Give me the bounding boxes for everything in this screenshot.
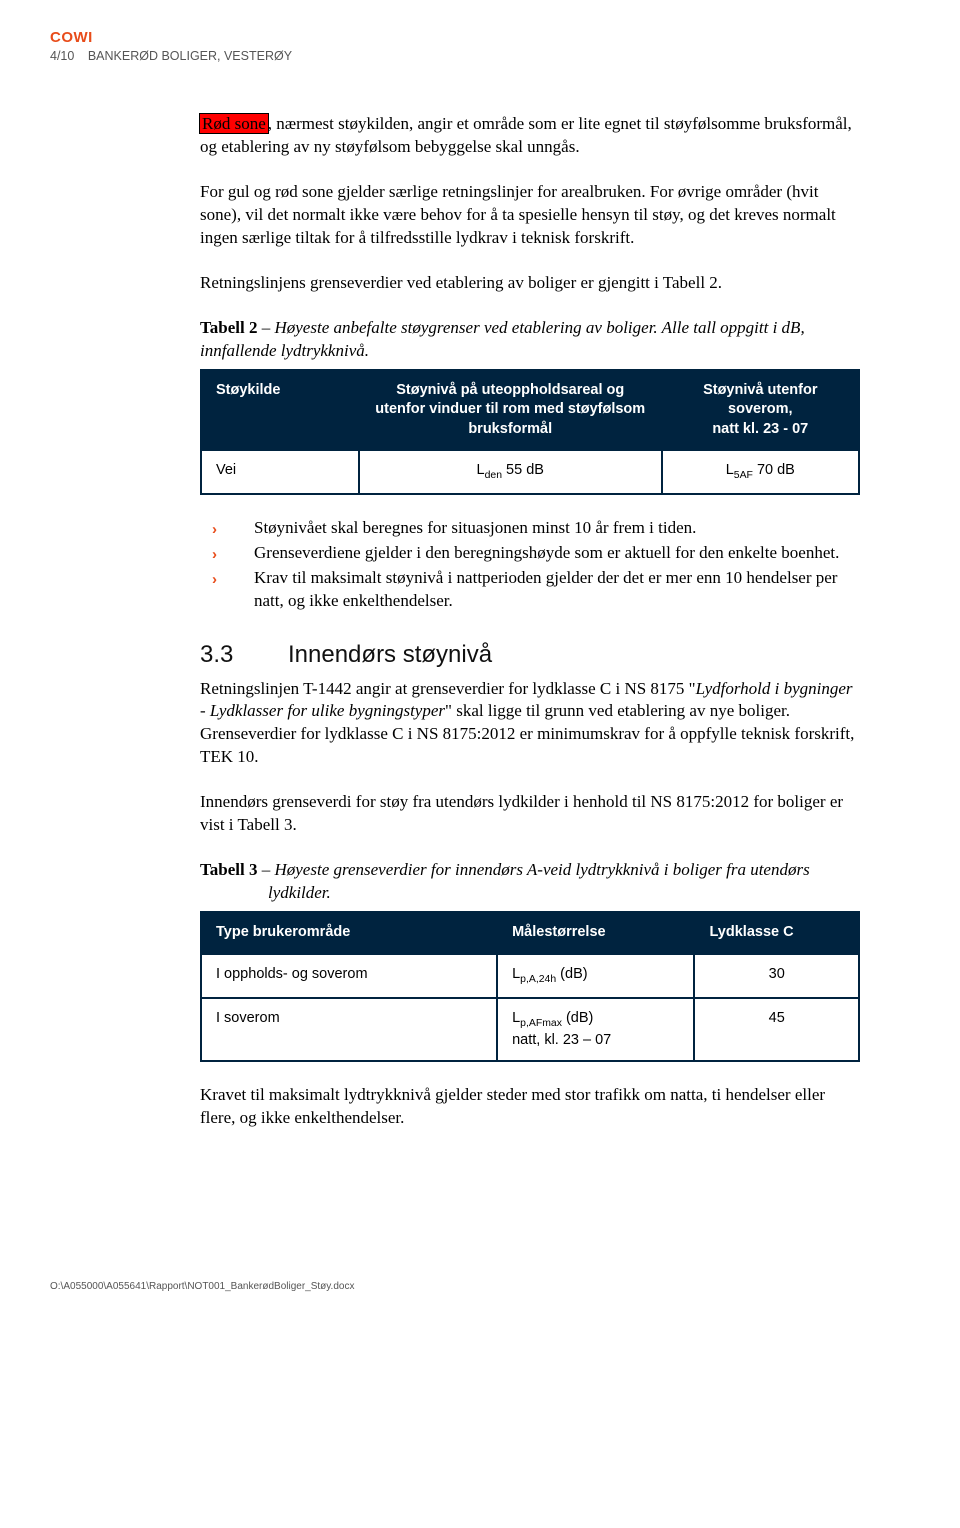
table2-caption: Tabell 2 – Høyeste anbefalte støygrenser… [200, 317, 860, 363]
t3-r1-area: I oppholds- og soverom [201, 954, 497, 998]
section-number: 3.3 [200, 639, 288, 671]
val-sub: 5AF [734, 470, 753, 481]
table-row: I oppholds- og soverom Lp,A,24h (dB) 30 [201, 954, 859, 998]
t2-head-outdoor: Støynivå på uteoppholdsareal og utenfor … [359, 370, 662, 451]
caption-text: – Høyeste anbefalte støygrenser ved etab… [200, 318, 805, 360]
val-suffix: 55 dB [502, 462, 544, 478]
val-suffix: (dB) [556, 966, 587, 982]
t3-head-class: Lydklasse C [694, 912, 859, 954]
t3-r2-class: 45 [694, 998, 859, 1062]
paragraph-red-zone: Rød sone, nærmest støykilden, angir et o… [200, 113, 860, 159]
section-heading-3-3: 3.3Innendørs støynivå [200, 639, 860, 671]
val-suffix: (dB) [562, 1010, 593, 1026]
t3-r2-area: I soverom [201, 998, 497, 1062]
caption-label: Tabell 2 [200, 318, 257, 337]
bullet-text: Støynivået skal beregnes for situasjonen… [254, 517, 860, 540]
bullet-marker-icon: › [212, 567, 254, 613]
bullet-marker-icon: › [212, 542, 254, 565]
val-sub: p,AFmax [520, 1017, 562, 1028]
highlighted-term: Rød sone [200, 114, 268, 133]
t2-head-bedroom: Støynivå utenfor soverom, natt kl. 23 - … [662, 370, 859, 451]
t2-r1-source: Vei [201, 450, 359, 494]
page-header: COWI 4/10 BANKERØD BOLIGER, VESTERØY [50, 28, 910, 65]
bullet-text: Grenseverdiene gjelder i den beregningsh… [254, 542, 860, 565]
bullet-marker-icon: › [212, 517, 254, 540]
doc-title: BANKERØD BOLIGER, VESTERØY [88, 49, 292, 63]
val-prefix: L [512, 966, 520, 982]
paragraph-text: , nærmest støykilden, angir et område so… [200, 114, 852, 156]
bullet-text: Krav til maksimalt støynivå i nattperiod… [254, 567, 860, 613]
header-meta: 4/10 BANKERØD BOLIGER, VESTERØY [50, 48, 910, 65]
paragraph-zones: For gul og rød sone gjelder særlige retn… [200, 181, 860, 250]
table3-caption: Tabell 3 – Høyeste grenseverdier for inn… [200, 859, 860, 905]
page-number: 4/10 [50, 48, 74, 65]
val-line2: natt, kl. 23 – 07 [512, 1032, 611, 1048]
list-item: › Krav til maksimalt støynivå i nattperi… [212, 567, 860, 613]
val-prefix: L [512, 1010, 520, 1026]
para-text: Retningslinjen T-1442 angir at grensever… [200, 679, 696, 698]
val-prefix: L [726, 462, 734, 478]
paragraph-t1442: Retningslinjen T-1442 angir at grensever… [200, 678, 860, 770]
caption-text: – Høyeste grenseverdier for innendørs A-… [257, 860, 809, 902]
paragraph-requirement: Kravet til maksimalt lydtrykknivå gjelde… [200, 1084, 860, 1130]
footer-path: O:\A055000\A055641\Rapport\NOT001_Banker… [50, 1280, 910, 1294]
t3-r1-measure: Lp,A,24h (dB) [497, 954, 694, 998]
val-sub: den [485, 470, 502, 481]
t3-head-area: Type brukerområde [201, 912, 497, 954]
list-item: › Grenseverdiene gjelder i den beregning… [212, 542, 860, 565]
val-sub: p,A,24h [520, 974, 556, 985]
paragraph-ref-table2: Retningslinjens grenseverdier ved etable… [200, 272, 860, 295]
table-2: Støykilde Støynivå på uteoppholdsareal o… [200, 369, 860, 496]
caption-label: Tabell 3 [200, 860, 257, 879]
t2-head-source: Støykilde [201, 370, 359, 451]
table-row: Vei Lden 55 dB L5AF 70 dB [201, 450, 859, 494]
section-title: Innendørs støynivå [288, 641, 492, 668]
t3-r2-measure: Lp,AFmax (dB) natt, kl. 23 – 07 [497, 998, 694, 1062]
t2-r1-outdoor: Lden 55 dB [359, 450, 662, 494]
val-suffix: 70 dB [753, 462, 795, 478]
t2-r1-bedroom: L5AF 70 dB [662, 450, 859, 494]
val-prefix: L [477, 462, 485, 478]
bullet-list: › Støynivået skal beregnes for situasjon… [212, 517, 860, 613]
list-item: › Støynivået skal beregnes for situasjon… [212, 517, 860, 540]
table-row: I soverom Lp,AFmax (dB) natt, kl. 23 – 0… [201, 998, 859, 1062]
document-body: Rød sone, nærmest støykilden, angir et o… [200, 113, 860, 1130]
paragraph-ref-table3: Innendørs grenseverdi for støy fra utend… [200, 791, 860, 837]
t3-r1-class: 30 [694, 954, 859, 998]
t3-head-measure: Målestørrelse [497, 912, 694, 954]
logo-text: COWI [50, 28, 910, 48]
table-3: Type brukerområde Målestørrelse Lydklass… [200, 911, 860, 1062]
